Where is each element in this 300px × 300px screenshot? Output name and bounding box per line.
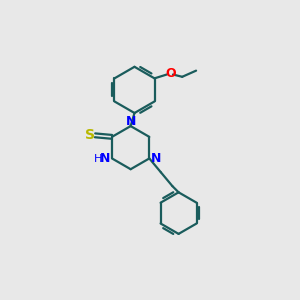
- Text: N: N: [100, 152, 110, 165]
- Text: O: O: [165, 67, 176, 80]
- Text: S: S: [85, 128, 94, 142]
- Text: N: N: [151, 152, 161, 165]
- Text: H: H: [94, 154, 102, 164]
- Text: N: N: [125, 115, 136, 128]
